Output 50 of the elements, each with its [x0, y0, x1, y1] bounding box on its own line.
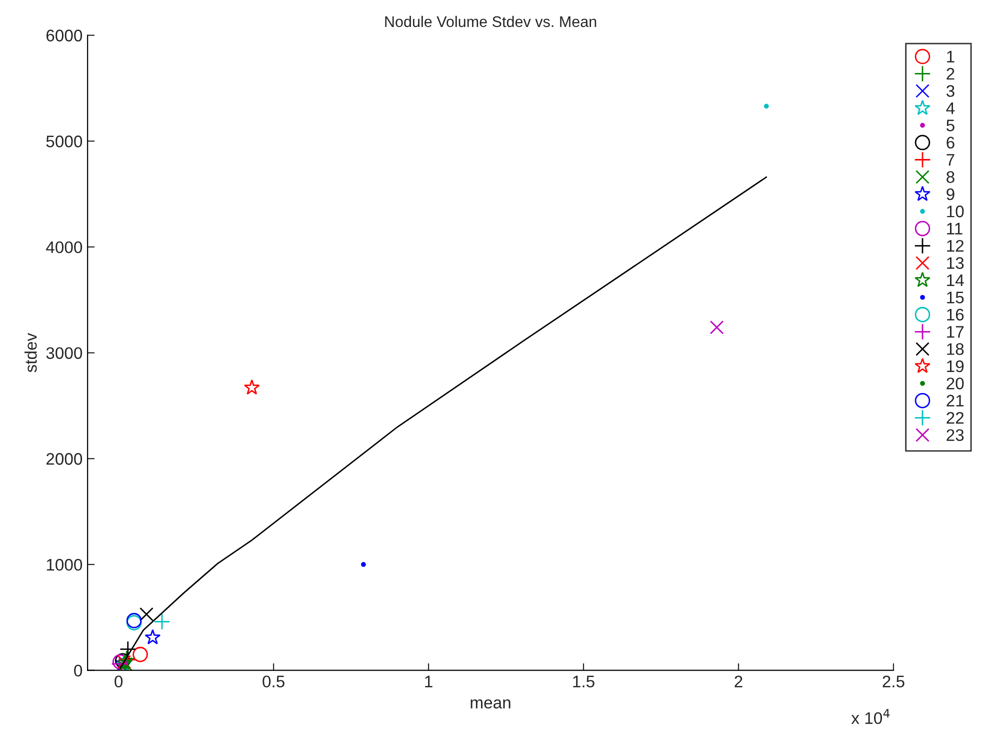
legend-label: 18 — [947, 343, 964, 355]
y-tick-label: 3000 — [46, 347, 82, 360]
y-tick-label: 1000 — [46, 558, 82, 571]
x-tick-label: 0.5 — [262, 676, 284, 688]
y-tick-label: 4000 — [46, 241, 82, 254]
point — [120, 640, 136, 658]
legend-label: 20 — [946, 378, 964, 390]
legend-label: 19 — [947, 360, 964, 372]
legend-label: 11 — [947, 222, 962, 234]
legend-label: 8 — [946, 171, 954, 183]
legend-label: 23 — [946, 429, 964, 441]
legend-label: 16 — [947, 308, 964, 321]
legend-label: 17 — [947, 326, 964, 338]
y-tick-label: 5000 — [46, 136, 82, 148]
text: x 10$^{4}$ — [851, 708, 890, 724]
legend-label: 6 — [946, 136, 954, 149]
chart-title: Nodule Volume Stdev vs. Mean — [385, 16, 596, 28]
point — [140, 607, 154, 622]
point — [244, 379, 260, 395]
legend-label: 22 — [946, 412, 964, 424]
y-axis-title: stdev — [24, 332, 37, 372]
x-tick-label: 1 — [425, 676, 432, 688]
legend-label: 10 — [947, 206, 964, 218]
y-tick-label: 6000 — [46, 30, 82, 42]
point — [154, 613, 170, 630]
legend-label: 9 — [946, 188, 954, 200]
legend-label: 21 — [946, 394, 964, 406]
point — [361, 562, 366, 567]
legend-label: 13 — [947, 257, 964, 269]
legend-label: 3 — [946, 85, 954, 97]
point — [122, 664, 128, 670]
legend-label: 14 — [947, 274, 964, 286]
legend-label: 7 — [946, 154, 954, 166]
legend-label: 2 — [946, 68, 954, 80]
x-tick-label: 2 — [734, 676, 742, 688]
legend-label: 4 — [946, 102, 955, 114]
x-tick-label: 2.5 — [882, 676, 904, 688]
legend-label: 12 — [947, 240, 964, 252]
point — [764, 104, 769, 109]
legend-label: 5 — [946, 120, 954, 132]
x-axis-title: mean — [470, 699, 510, 709]
y-tick-label: 2000 — [46, 453, 82, 465]
x-tick-label: 1.5 — [573, 676, 594, 688]
point — [144, 629, 161, 644]
point — [132, 646, 148, 662]
x-tick-label: 0 — [114, 676, 123, 688]
legend-label: 15 — [947, 292, 964, 304]
point — [710, 320, 724, 334]
y-tick-label: 0 — [74, 664, 82, 677]
legend-label: 1 — [947, 50, 954, 62]
